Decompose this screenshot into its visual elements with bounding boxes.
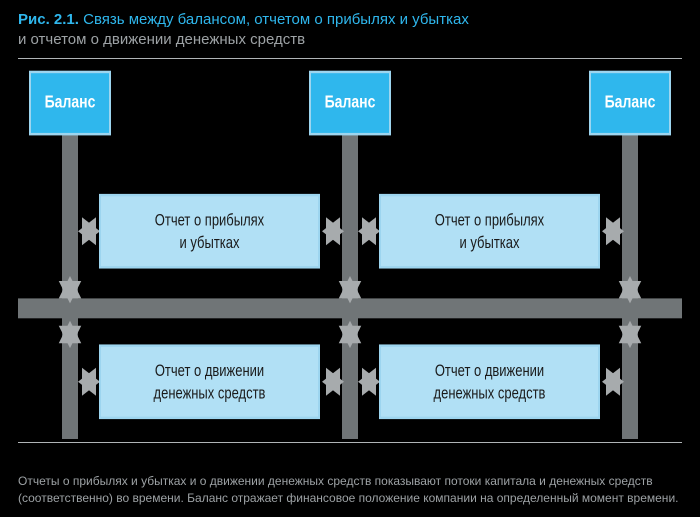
divider-bottom bbox=[18, 442, 682, 443]
report-box-line1: Отчет о движении bbox=[155, 363, 264, 381]
report-box-line2: денежных средств bbox=[154, 385, 266, 403]
report-box-line1: Отчет о прибылях bbox=[435, 212, 545, 230]
diagram-canvas: Баланс Баланс Баланс Отчет о прибылях и убыт… bbox=[18, 62, 682, 439]
diagram-svg: Баланс Баланс Баланс Отчет о прибылях и убыт… bbox=[18, 62, 682, 439]
balance-box-label: Баланс bbox=[605, 93, 656, 112]
figure-title: Рис. 2.1. Связь между балансом, отчетом … bbox=[18, 10, 682, 51]
report-box-line1: Отчет о прибылях bbox=[155, 212, 265, 230]
title-prefix: Рис. 2.1. bbox=[18, 11, 79, 28]
report-box-line1: Отчет о движении bbox=[435, 363, 544, 381]
title-line1: Связь между балансом, отчетом о прибылях… bbox=[79, 11, 469, 28]
figure-caption: Отчеты о прибылях и убытках и о движении… bbox=[18, 473, 682, 507]
balance-box-label: Баланс bbox=[325, 93, 376, 112]
divider-top bbox=[18, 58, 682, 59]
title-line2: и отчетом о движении денежных средств bbox=[18, 30, 682, 50]
report-box-line2: и убытках bbox=[180, 235, 240, 253]
report-box-line2: и убытках bbox=[460, 235, 520, 253]
report-box-line2: денежных средств bbox=[434, 385, 546, 403]
balance-box-label: Баланс bbox=[45, 93, 96, 112]
